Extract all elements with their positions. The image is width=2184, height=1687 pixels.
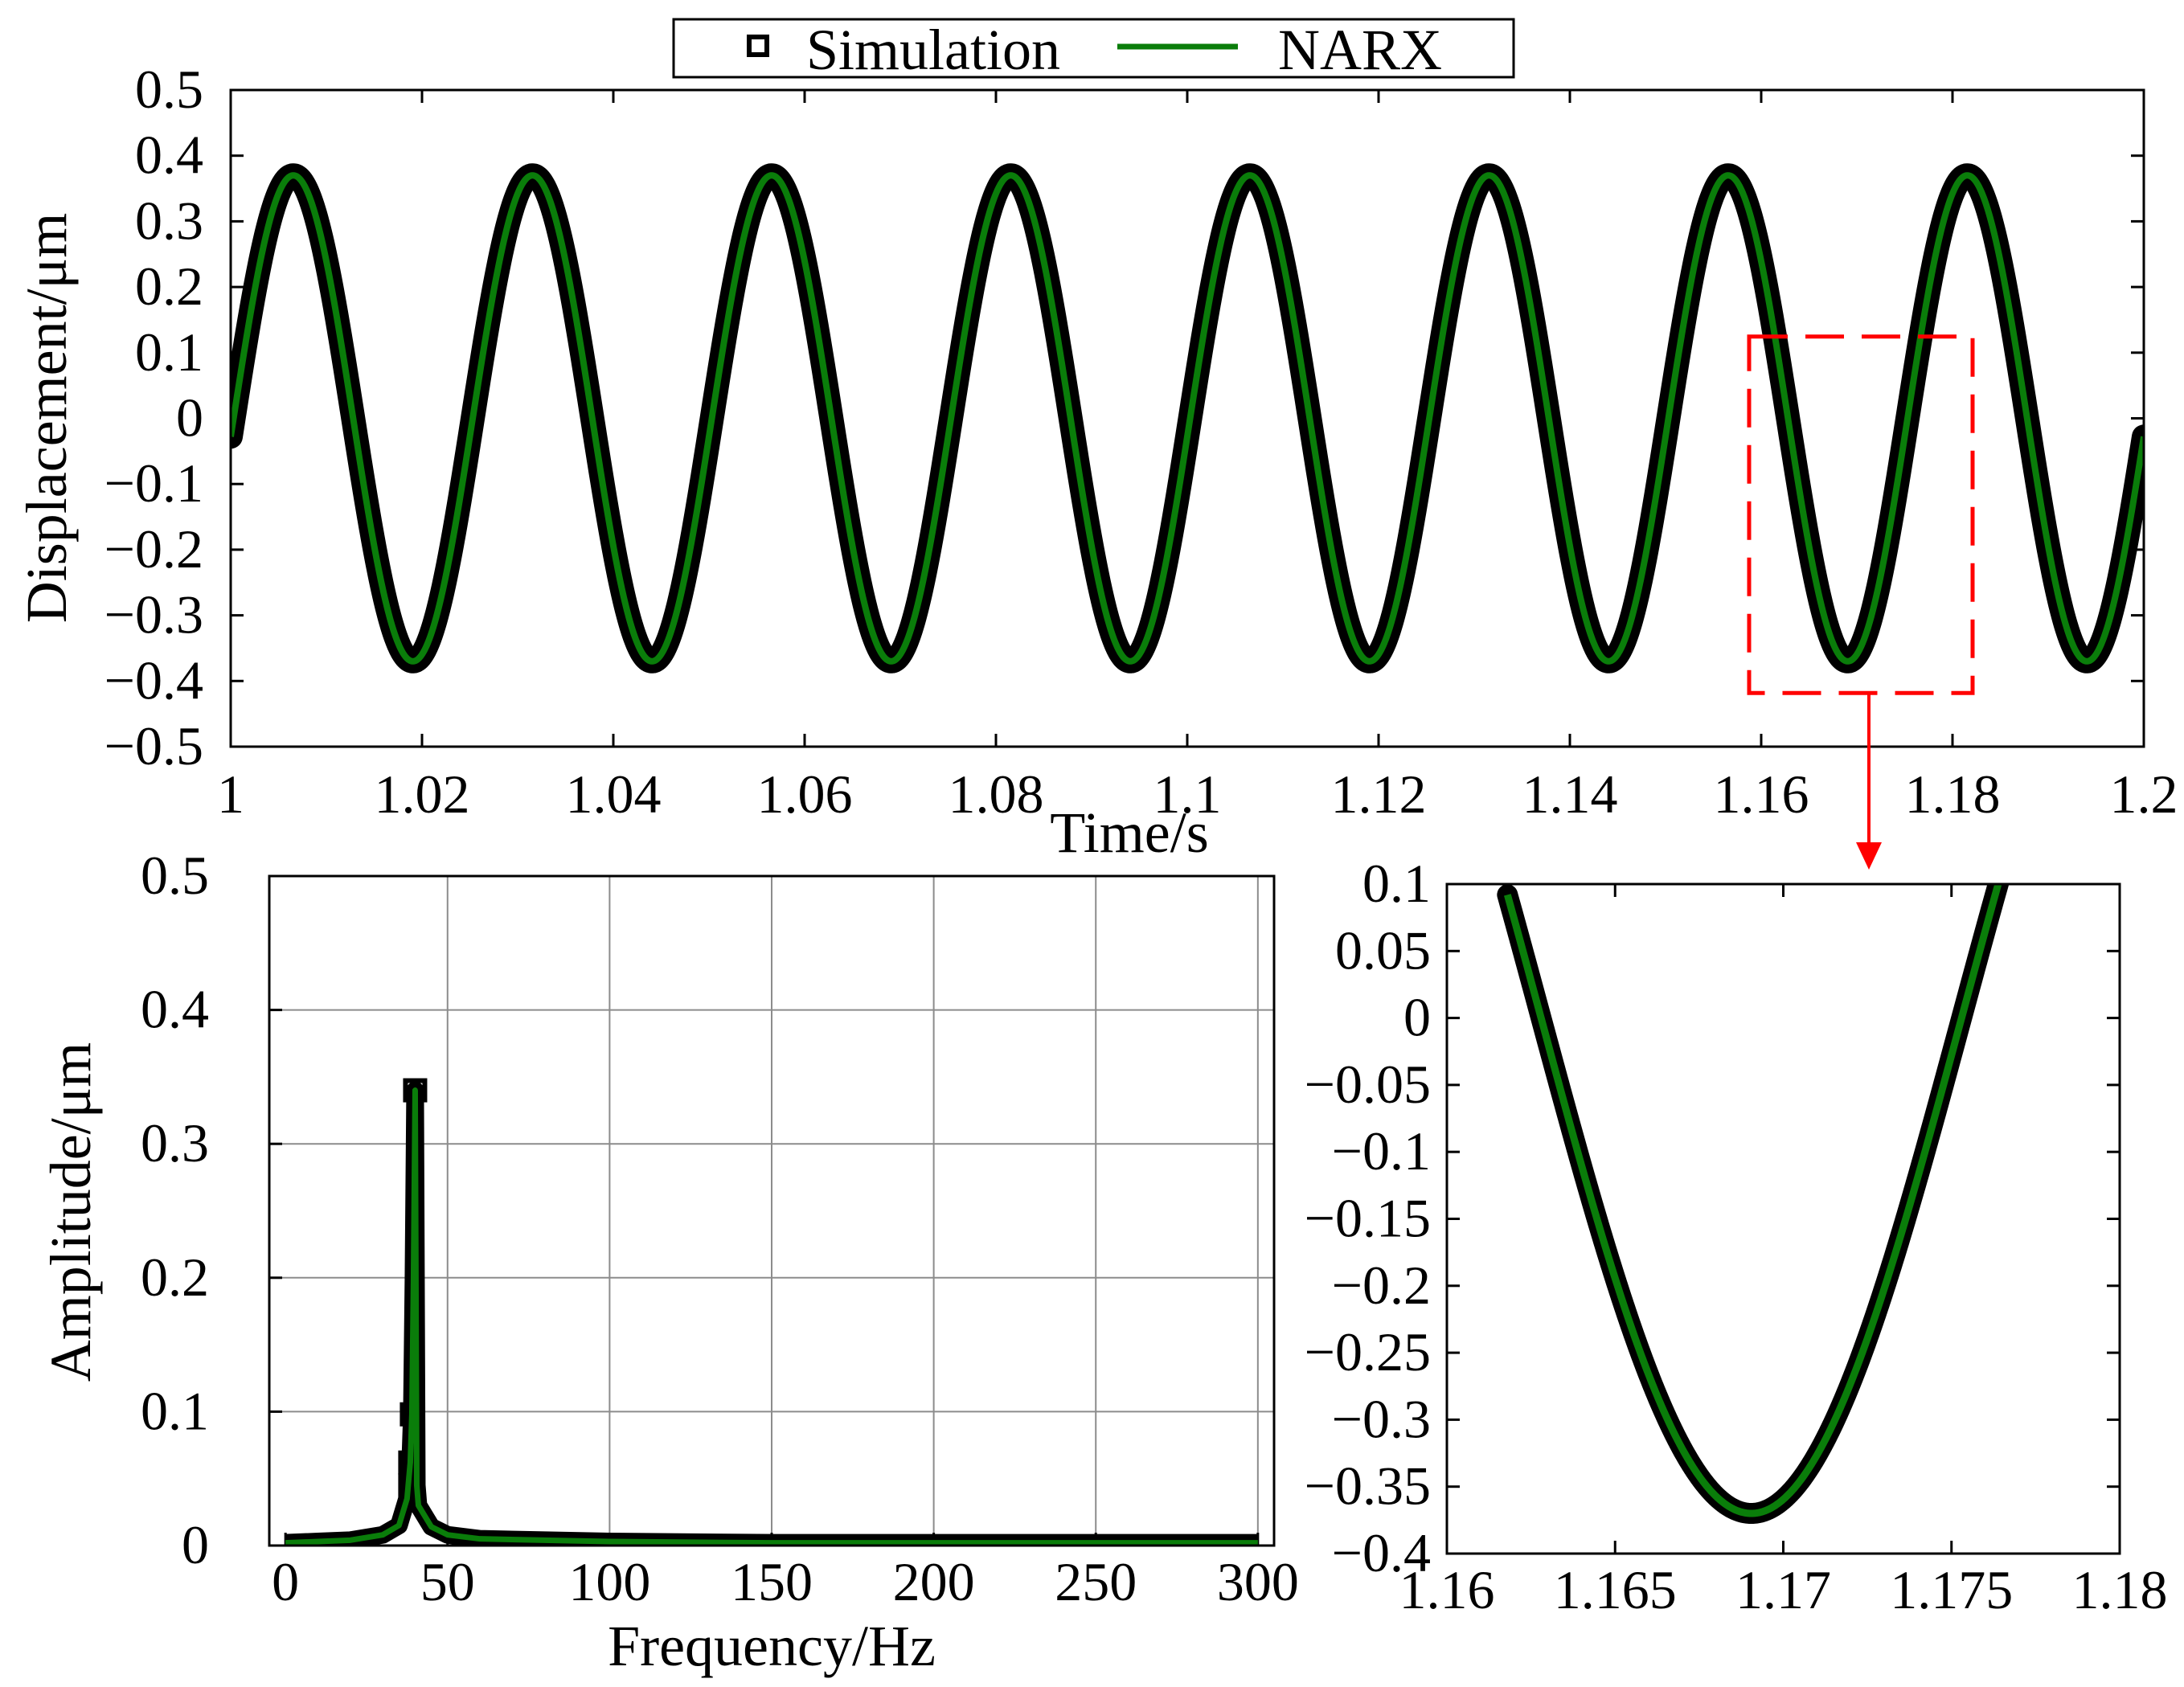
x-tick-label: 1 (217, 764, 244, 825)
frequency-ylabel: Amplitude/μm (39, 1042, 103, 1382)
y-tick-label: 0.2 (141, 1247, 209, 1308)
y-tick-label: −0.15 (1305, 1188, 1431, 1249)
x-tick-label: 1.2 (2110, 764, 2178, 825)
x-tick-label: 1.02 (375, 764, 470, 825)
x-tick-label: 0 (272, 1551, 299, 1612)
frequency-narx-series (285, 1087, 1258, 1546)
time-plot: 1 1.02 1.04 1.06 1.08 1.1 1.12 1.14 1.16 1.18 1.2 −… (14, 59, 2178, 870)
x-tick-label: 1.04 (566, 764, 662, 825)
time-axis-ticks: 1 1.02 1.04 1.06 1.08 1.1 1.12 1.14 1.16 1.18 1.2 −… (104, 59, 2178, 825)
x-tick-label: 250 (1055, 1551, 1137, 1612)
y-tick-label: −0.5 (104, 715, 203, 776)
y-tick-label: 0 (176, 387, 203, 448)
x-tick-label: 200 (893, 1551, 975, 1612)
x-tick-label: 300 (1217, 1551, 1299, 1612)
x-tick-label: 1.06 (757, 764, 853, 825)
y-tick-label: 0.4 (141, 979, 209, 1040)
x-tick-label: 1.1 (1153, 764, 1222, 825)
frequency-xlabel: Frequency/Hz (608, 1614, 936, 1678)
y-tick-label: 0.05 (1335, 919, 1431, 981)
y-tick-label: 0.3 (141, 1112, 209, 1173)
zoom-plot-frame (1445, 882, 2121, 1555)
time-xlabel: Time/s (1050, 801, 1208, 865)
x-tick-label: 1.18 (1905, 764, 2001, 825)
time-plot-frame (229, 88, 2145, 748)
x-tick-label: 1.16 (1399, 1559, 1495, 1620)
y-tick-label: −0.25 (1305, 1321, 1431, 1382)
y-tick-label: 0 (1403, 987, 1431, 1048)
x-tick-label: 50 (420, 1551, 475, 1612)
time-narx-series (231, 172, 2144, 665)
y-tick-label: −0.05 (1305, 1054, 1431, 1115)
time-ylabel: Displacement/μm (14, 213, 79, 623)
y-tick-label: 0.2 (135, 256, 203, 317)
y-tick-label: −0.1 (104, 452, 203, 514)
x-tick-label: 1.18 (2072, 1559, 2168, 1620)
y-tick-label: 0.5 (141, 845, 209, 906)
x-tick-label: 1.14 (1522, 764, 1618, 825)
x-tick-label: 1.16 (1714, 764, 1809, 825)
y-tick-label: −0.2 (104, 518, 203, 579)
y-tick-label: 0.1 (1362, 853, 1431, 914)
zoom-narx-series (1503, 884, 2002, 1517)
zoom-region-box (1747, 334, 1975, 695)
y-tick-label: −0.2 (1332, 1255, 1431, 1316)
frequency-grid (269, 876, 1274, 1546)
y-tick-label: −0.3 (1332, 1388, 1431, 1449)
y-tick-label: 0 (182, 1514, 209, 1575)
x-tick-label: 1.165 (1554, 1559, 1677, 1620)
legend-narx-label: NARX (1278, 18, 1442, 82)
zoom-axis-ticks: 1.16 1.165 1.17 1.175 1.18 −0.4−0.35 −0.3−0.25… (1305, 853, 2168, 1620)
y-tick-label: −0.35 (1305, 1456, 1431, 1517)
y-tick-label: 0.4 (135, 125, 203, 186)
frequency-plot: 0 50 100 150 200 250 300 0 0.1 0.2 0.3 0.4 0.5 Frequ… (39, 845, 1299, 1678)
legend-simulation-marker (747, 35, 769, 57)
frequency-axis-ticks: 0 50 100 150 200 250 300 0 0.1 0.2 0.3 0.4 0.5 (141, 845, 1299, 1612)
zoom-plot: 1.16 1.165 1.17 1.175 1.18 −0.4−0.35 −0.3−0.25… (1305, 853, 2168, 1620)
x-tick-label: 1.17 (1735, 1559, 1831, 1620)
frequency-plot-frame (268, 874, 1276, 1547)
y-tick-label: 0.5 (135, 59, 203, 120)
legend-box (672, 18, 1515, 79)
x-tick-label: 100 (568, 1551, 650, 1612)
legend: Simulation NARX (672, 18, 1515, 82)
legend-simulation-label: Simulation (806, 18, 1060, 82)
x-tick-label: 150 (731, 1551, 813, 1612)
x-tick-label: 1.08 (949, 764, 1044, 825)
y-tick-label: 0.1 (135, 321, 203, 383)
x-tick-label: 1.12 (1331, 764, 1427, 825)
y-tick-label: −0.1 (1332, 1120, 1431, 1181)
y-tick-label: −0.4 (104, 649, 203, 710)
zoom-arrow-head (1856, 842, 1882, 870)
x-tick-label: 1.175 (1890, 1559, 2013, 1620)
y-tick-label: −0.4 (1332, 1522, 1431, 1583)
y-tick-label: 0.1 (141, 1380, 209, 1441)
y-tick-label: −0.3 (104, 584, 203, 645)
y-tick-label: 0.3 (135, 190, 203, 251)
